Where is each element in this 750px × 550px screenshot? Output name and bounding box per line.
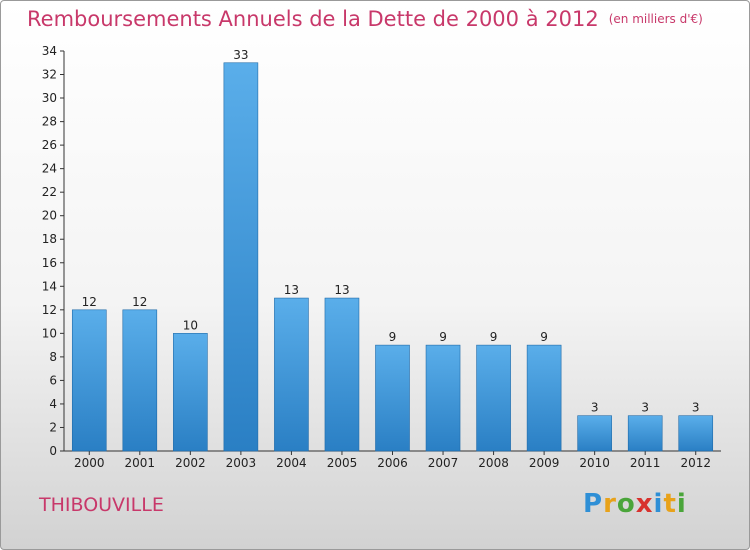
y-tick-label: 8 xyxy=(49,350,57,364)
logo-letter: t xyxy=(663,489,677,519)
bar xyxy=(577,415,612,452)
y-tick-label: 10 xyxy=(42,326,57,340)
x-tick-label: 2004 xyxy=(276,456,307,470)
bar xyxy=(274,297,309,452)
y-tick-label: 6 xyxy=(49,373,57,387)
y-tick-label: 4 xyxy=(49,397,57,411)
logo-letter: i xyxy=(676,489,687,519)
y-tick-label: 16 xyxy=(42,256,57,270)
bar-value-label: 9 xyxy=(389,330,397,344)
bar xyxy=(122,309,158,452)
x-tick-label: 2011 xyxy=(630,456,661,470)
y-tick-label: 28 xyxy=(42,115,57,129)
bar xyxy=(173,333,208,452)
y-tick-label: 26 xyxy=(42,138,57,152)
y-tick-label: 30 xyxy=(42,91,57,105)
bar-value-label: 12 xyxy=(132,295,147,309)
y-tick-label: 0 xyxy=(49,444,57,458)
bar xyxy=(375,344,410,452)
logo-letter: i xyxy=(653,489,664,519)
y-tick-label: 34 xyxy=(42,44,57,58)
x-tick-label: 2002 xyxy=(175,456,206,470)
city-name: THIBOUVILLE xyxy=(39,494,164,516)
bar xyxy=(476,344,511,452)
bar-value-label: 13 xyxy=(284,283,299,297)
x-tick-label: 2009 xyxy=(529,456,560,470)
y-tick-label: 20 xyxy=(42,209,57,223)
bar-value-label: 9 xyxy=(439,330,447,344)
bar-value-label: 10 xyxy=(183,318,198,332)
x-tick-label: 2007 xyxy=(428,456,459,470)
y-tick-label: 24 xyxy=(42,162,57,176)
unit-note: (en milliers d'€) xyxy=(608,12,703,26)
bar-value-label: 33 xyxy=(233,48,248,62)
logo-letter: x xyxy=(635,489,654,519)
y-tick-label: 2 xyxy=(49,420,57,434)
bar xyxy=(223,62,259,452)
x-tick-label: 2001 xyxy=(125,456,156,470)
y-tick-label: 14 xyxy=(42,279,57,293)
chart-title-text: Remboursements Annuels de la Dette de 20… xyxy=(27,7,599,31)
bar-value-label: 3 xyxy=(692,401,700,415)
logo-letter: o xyxy=(616,489,636,519)
y-tick-label: 32 xyxy=(42,68,57,82)
x-tick-label: 2000 xyxy=(74,456,105,470)
x-tick-label: 2010 xyxy=(579,456,610,470)
bar xyxy=(71,309,107,452)
bar-value-label: 9 xyxy=(490,330,498,344)
logo-letter: P xyxy=(583,489,604,519)
logo-letter: r xyxy=(603,489,617,519)
bar xyxy=(627,415,663,452)
x-tick-label: 2005 xyxy=(327,456,358,470)
y-tick-label: 12 xyxy=(42,303,57,317)
y-tick-label: 22 xyxy=(42,185,57,199)
bar xyxy=(678,415,714,452)
x-tick-label: 2012 xyxy=(680,456,711,470)
bar xyxy=(324,297,360,452)
proxiti-logo: Proxiti xyxy=(583,489,687,519)
bar-value-label: 3 xyxy=(641,401,649,415)
chart-title: Remboursements Annuels de la Dette de 20… xyxy=(27,7,703,31)
y-tick-label: 18 xyxy=(42,232,57,246)
bar-value-label: 13 xyxy=(334,283,349,297)
bar-value-label: 3 xyxy=(591,401,599,415)
x-tick-label: 2003 xyxy=(226,456,257,470)
x-tick-label: 2006 xyxy=(377,456,408,470)
bar-value-label: 12 xyxy=(82,295,97,309)
x-tick-label: 2008 xyxy=(478,456,509,470)
bar xyxy=(526,344,562,452)
bar xyxy=(425,344,461,452)
bar-value-label: 9 xyxy=(540,330,548,344)
